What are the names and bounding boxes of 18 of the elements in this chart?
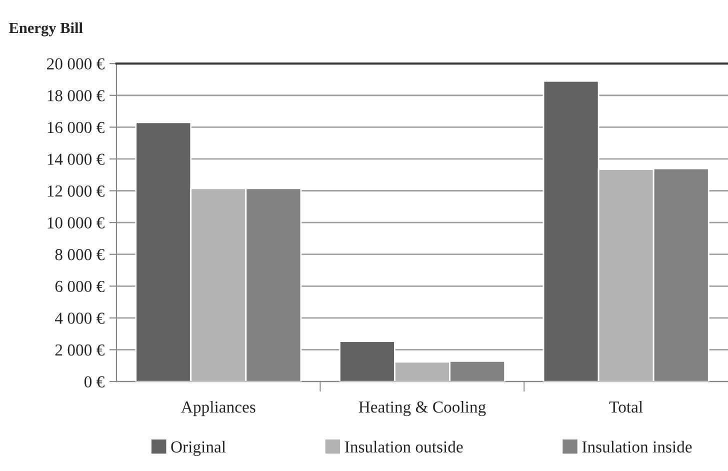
y-tick-label: 8 000 € bbox=[55, 249, 104, 260]
legend-label: Insulation inside bbox=[582, 440, 692, 453]
legend-label: Insulation outside bbox=[344, 440, 463, 453]
x-tick-label: Appliances bbox=[181, 400, 256, 416]
y-tick-label: 20 000 € bbox=[47, 58, 104, 70]
y-tick-label: 6 000 € bbox=[55, 280, 104, 292]
x-tick-label: Total bbox=[609, 400, 643, 413]
y-tick-label: 14 000 € bbox=[48, 154, 104, 165]
y-tick-label: 4 000 € bbox=[55, 312, 104, 324]
y-tick-label: 0 € bbox=[84, 376, 104, 388]
y-tick-label: 2 000 € bbox=[55, 344, 104, 356]
legend-label: Original bbox=[171, 440, 226, 456]
y-tick-label: 18 000 € bbox=[48, 90, 104, 102]
y-tick-label: 12 000 € bbox=[48, 185, 104, 197]
y-tick-label: 16 000 € bbox=[48, 122, 104, 134]
chart-title: Energy Bill bbox=[8, 22, 83, 36]
y-tick-label: 10 000 € bbox=[48, 217, 104, 228]
x-tick-label: Heating & Cooling bbox=[358, 400, 486, 416]
